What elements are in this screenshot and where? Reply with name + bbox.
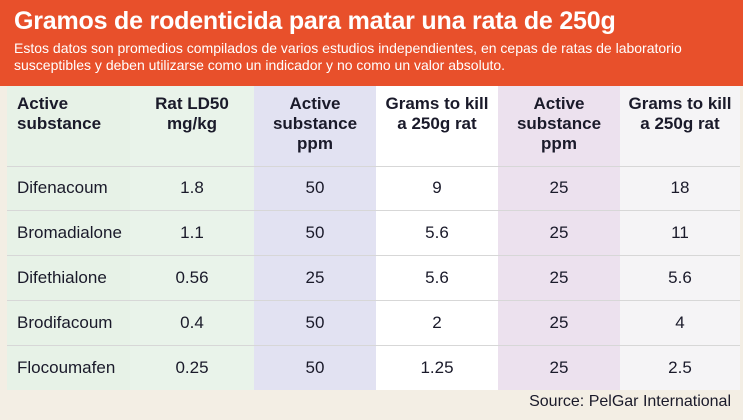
header-banner: Gramos de rodenticida para matar una rat… <box>0 0 743 86</box>
data-table-container: Active substance Rat LD50 mg/kg Active s… <box>7 86 740 390</box>
cell-ld50: 0.25 <box>130 344 254 390</box>
column-header-ppm-2: Active substance ppm <box>498 86 620 166</box>
column-header-grams-1: Grams to kill a 250g rat <box>376 86 498 166</box>
cell-ppm-1: 50 <box>254 210 376 256</box>
table-row: Bromadialone 1.1 50 5.6 25 11 <box>7 210 740 256</box>
cell-substance: Bromadialone <box>7 210 130 256</box>
cell-ppm-1: 50 <box>254 299 376 346</box>
table-row: Brodifacoum 0.4 50 2 25 4 <box>7 299 740 346</box>
cell-ppm-2: 25 <box>498 210 620 256</box>
cell-ppm-1: 50 <box>254 344 376 390</box>
table-row: Difethialone 0.56 25 5.6 25 5.6 <box>7 255 740 301</box>
cell-ppm-1: 25 <box>254 255 376 301</box>
cell-ld50: 1.8 <box>130 165 254 211</box>
cell-grams-2: 18 <box>620 165 740 211</box>
cell-ppm-2: 25 <box>498 165 620 211</box>
cell-grams-2: 11 <box>620 210 740 256</box>
cell-grams-1: 5.6 <box>376 255 498 301</box>
cell-grams-1: 9 <box>376 165 498 211</box>
cell-grams-2: 5.6 <box>620 255 740 301</box>
cell-ppm-2: 25 <box>498 299 620 346</box>
cell-ld50: 1.1 <box>130 210 254 256</box>
column-header-ppm-1: Active substance ppm <box>254 86 376 166</box>
cell-grams-1: 1.25 <box>376 344 498 390</box>
cell-grams-2: 4 <box>620 299 740 346</box>
table-row: Difenacoum 1.8 50 9 25 18 <box>7 165 740 211</box>
cell-grams-2: 2.5 <box>620 344 740 390</box>
table-header-row: Active substance Rat LD50 mg/kg Active s… <box>7 86 740 166</box>
cell-ld50: 0.4 <box>130 299 254 346</box>
cell-substance: Brodifacoum <box>7 299 130 346</box>
cell-grams-1: 5.6 <box>376 210 498 256</box>
cell-substance: Difenacoum <box>7 165 130 211</box>
cell-ppm-2: 25 <box>498 255 620 301</box>
cell-substance: Difethialone <box>7 255 130 301</box>
cell-substance: Flocoumafen <box>7 344 130 390</box>
cell-ppm-1: 50 <box>254 165 376 211</box>
cell-grams-1: 2 <box>376 299 498 346</box>
column-header-grams-2: Grams to kill a 250g rat <box>620 86 740 166</box>
page-title: Gramos de rodenticida para matar una rat… <box>14 7 616 35</box>
cell-ppm-2: 25 <box>498 344 620 390</box>
cell-ld50: 0.56 <box>130 255 254 301</box>
source-credit: Source: PelGar International <box>529 393 731 410</box>
rodenticide-table: Active substance Rat LD50 mg/kg Active s… <box>7 86 740 390</box>
column-header-active-substance: Active substance <box>7 86 130 166</box>
page-subtitle: Estos datos son promedios compilados de … <box>14 40 682 73</box>
column-header-ld50: Rat LD50 mg/kg <box>130 86 254 166</box>
table-row: Flocoumafen 0.25 50 1.25 25 2.5 <box>7 344 740 390</box>
